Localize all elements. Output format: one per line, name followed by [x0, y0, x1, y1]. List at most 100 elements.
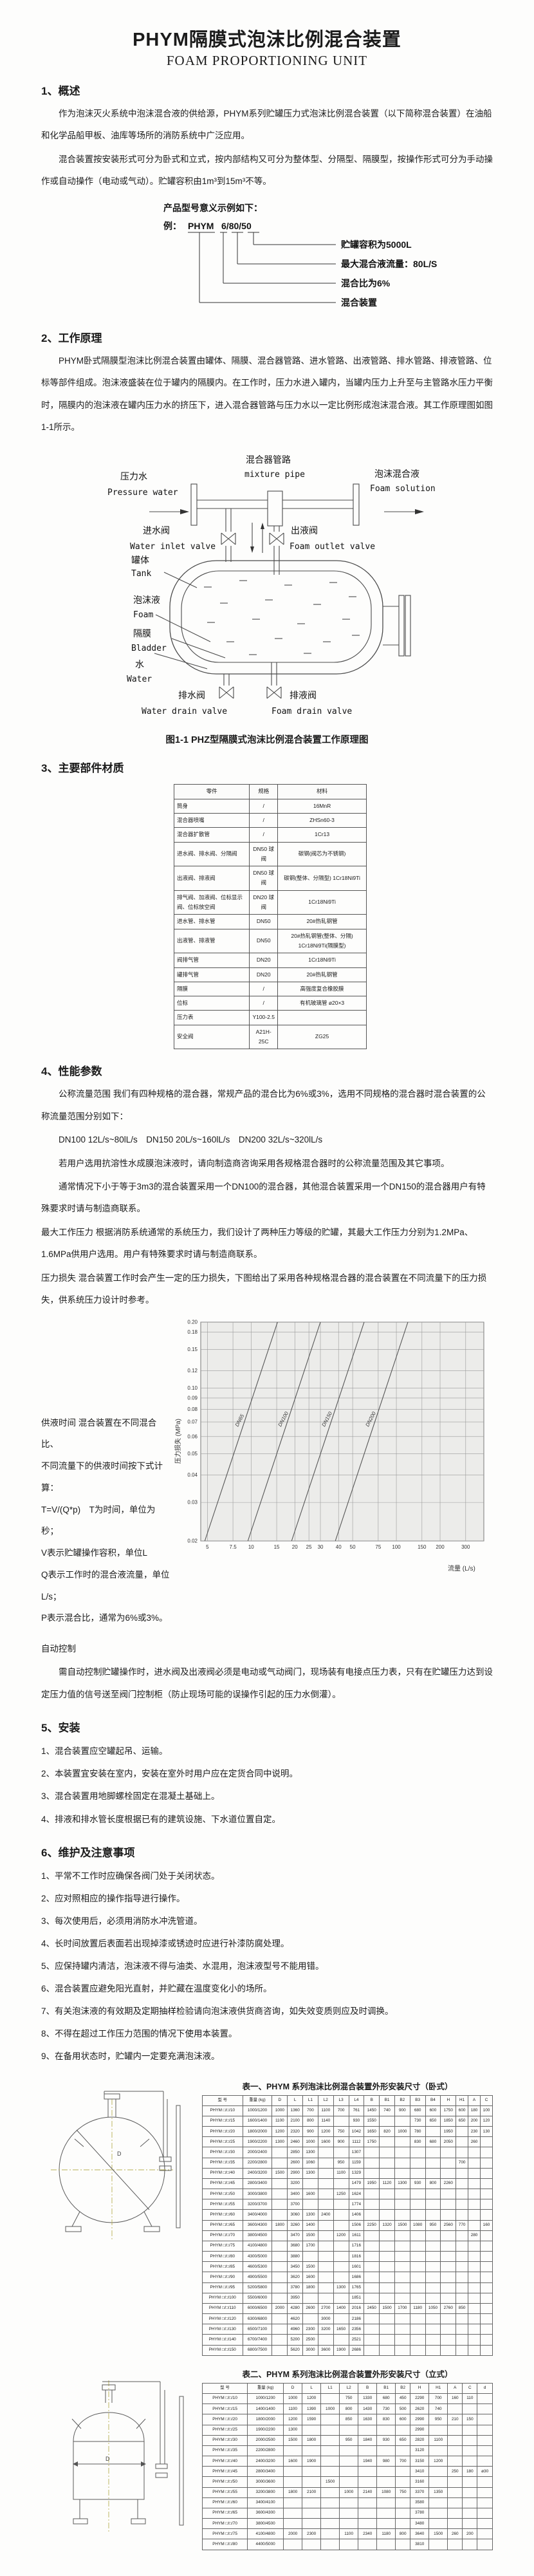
- table-row: PHYM □/□/80 4300/5000 3880 1816: [202, 2251, 493, 2263]
- column-header: B2: [394, 2095, 410, 2106]
- y-tick-label: 0.03: [187, 1499, 198, 1505]
- list-item: 8、不得在超过工作压力范围的情况下使用本装置。: [41, 2029, 237, 2039]
- column-header: D: [272, 2095, 288, 2106]
- table-row: PHYM □/□/70 3800/4500 3470 1500 1200 1611 280: [202, 2230, 493, 2241]
- table-2-wrap: 表二、PHYM 系列泡沫比例混合装置外形安装尺寸（立式） 型 号重量 (kg) D…: [201, 2367, 493, 2550]
- model-label-device: 混合装置: [341, 297, 377, 308]
- list-item: 5、应保持罐内清洁，泡沫液不得与油类、水混用，泡沫液型号不能用错。: [41, 1961, 324, 1972]
- horizontal-tank-drawing: D: [41, 2080, 202, 2244]
- list-item: 3、混合装置用地脚螺栓固定在混凝土基础上。: [41, 1791, 220, 1802]
- table-row: PHYM □/□/45 2800/3400 3200 1479 1950 1120 1300…: [202, 2178, 493, 2190]
- label-pressure-water-en: Pressure water: [107, 488, 178, 498]
- table-row: 隔膜 / 高强度复合橡胶膜: [173, 981, 367, 997]
- table-row: PHYM □/□/30 2000/2400 2850 1300 1307: [202, 2147, 493, 2158]
- label-foam-solution-cn: 泡沫混合液: [374, 469, 419, 479]
- series-line: [291, 1321, 365, 1541]
- table-row: PHYM □/□/95 5200/5800 3780 1800 1300 1765: [202, 2282, 493, 2293]
- table-row: PHYM □/□/65 3600/4300 3780: [201, 2507, 493, 2519]
- horizontal-tank-front-view: D: [51, 2091, 181, 2241]
- y-tick-label: 0.18: [187, 1329, 198, 1335]
- column-header: 型 号: [202, 2095, 243, 2106]
- label-mixture-pipe-en: mixture pipe: [244, 470, 305, 480]
- section-4-paragraph: 公称流量范围 我们有四种规格的混合器，常规产品的混合比为6%或3%，选用不同规格…: [41, 1089, 486, 1121]
- table-row: PHYM □/□/15 1600/1400 1100 2100 800 1140 930 15…: [202, 2115, 493, 2127]
- label-mixture-pipe-cn: 混合器管路: [246, 454, 291, 465]
- label-water-drain-en: Water drain valve: [142, 707, 227, 716]
- table-1-wrap: 表一、PHYM 系列泡沫比例混合装置外形安装尺寸（卧式） 型 号重量 (kg) D…: [202, 2080, 493, 2356]
- list-item: 3、每次使用后，必须用消防水冲洗管道。: [41, 1916, 203, 1926]
- table-row: 罐排气管 DN20 20#热轧钢管: [173, 967, 367, 982]
- label-bladder-cn: 隔膜: [133, 628, 151, 639]
- column-header: H: [440, 2095, 457, 2106]
- y-tick-label: 0.07: [187, 1419, 198, 1424]
- column-header: 型 号: [201, 2382, 248, 2394]
- label-pressure-water-cn: 压力水: [120, 471, 147, 481]
- list-item: P表示混合比，通常为6%或3%。: [41, 1613, 168, 1623]
- label-water-en: Water: [127, 675, 152, 684]
- auto-control-heading: 自动控制: [41, 1644, 76, 1654]
- series-line: [247, 1321, 321, 1541]
- table-row: 混合器扩散管/1Cr13: [173, 827, 367, 843]
- section-6-heading: 6、维护及注意事项: [41, 1846, 135, 1859]
- column-header: 重量 (kg): [242, 2095, 273, 2106]
- y-tick-label: 0.08: [187, 1406, 198, 1412]
- label-foam-en: Foam: [133, 610, 153, 620]
- section-4-heading: 4、性能参数: [41, 1065, 102, 1078]
- label-tank-cn: 罐体: [131, 555, 149, 565]
- column-header: B: [358, 2382, 378, 2394]
- y-tick-label: 0.02: [187, 1538, 198, 1544]
- section-3-heading: 3、主要部件材质: [41, 762, 124, 775]
- y-tick-label: 0.06: [187, 1433, 198, 1439]
- y-tick-label: 0.15: [187, 1347, 198, 1352]
- table-row: 出液管、排液管 DN50 20#热轧钢管(整体、分隔) 1Cr18Ni9Ti(隔膜型…: [173, 928, 367, 954]
- table-row: PHYM □/□/45 2800/3400 3410 250 180 ø30: [201, 2466, 493, 2478]
- table-1-caption: 表一、PHYM 系列泡沫比例混合装置外形安装尺寸（卧式）: [242, 2082, 453, 2091]
- pressure-loss-chart: 压力损失 (MPa) 流量 (L/s) 0.20 0.18 0.15 0.12 0.10…: [171, 1316, 493, 1630]
- x-tick-label: 50: [350, 1544, 356, 1550]
- y-tick-label: 0.09: [187, 1395, 198, 1401]
- label-water-drain-cn: 排水阀: [178, 690, 205, 700]
- column-header: L2: [317, 2095, 334, 2106]
- column-header: B: [364, 2095, 380, 2106]
- table-2-caption: 表二、PHYM 系列泡沫比例混合装置外形安装尺寸（立式）: [242, 2369, 453, 2379]
- section-5-heading: 5、安装: [41, 1722, 80, 1735]
- section-4-paragraph: 通常情况下小于等于3m3的混合装置采用一个DN100的混合器，其他混合装置采用一…: [41, 1182, 486, 1214]
- x-tick-label: 75: [375, 1544, 381, 1550]
- column-header: B2: [395, 2382, 411, 2394]
- auto-control-block: 自动控制 需自动控制贮罐操作时，进水阀及出液阀必须是电动或气动阀门，现场装有电接…: [41, 1638, 493, 1706]
- x-tick-label: 150: [418, 1544, 427, 1550]
- table-row: PHYM □/□/75 4100/4800 2000 2300 1100 2340 1180…: [201, 2528, 493, 2540]
- table-row: PHYM □/□/75 4100/4800 3680 1700 1716: [202, 2240, 493, 2252]
- column-header: H: [410, 2382, 430, 2394]
- section-1-paragraph: 混合装置按安装形式可分为卧式和立式，按内部结构又可分为整体型、分隔型、隔膜型，按…: [41, 154, 493, 187]
- supply-time-block: 供液时间 混合装置在不同混合比、 不同流量下的供液时间按下式计算： T=V/(Q*p…: [41, 1316, 171, 1630]
- performance-chart-row: 供液时间 混合装置在不同混合比、 不同流量下的供液时间按下式计算： T=V/(Q*p…: [41, 1316, 493, 1630]
- y-tick-label: 0.12: [187, 1367, 198, 1373]
- label-foam-solution-en: Foam solution: [370, 484, 436, 494]
- column-header: B1: [379, 2095, 395, 2106]
- table-row: 压力表 Y100-2.5: [173, 1010, 367, 1025]
- figure-1-1-caption: 图1-1 PHZ型隔膜式泡沫比例混合装置工作原理图: [165, 735, 369, 746]
- model-code-diagram: 产品型号意义示例如下： 例： PHYM 6/80/50 贮罐容积为5000L 最大混…: [163, 203, 437, 308]
- chart-xlabel: 流量 (L/s): [448, 1564, 475, 1573]
- page-title: PHYM隔膜式泡沫比例混合装置: [133, 30, 401, 50]
- column-header: L: [287, 2095, 304, 2106]
- model-label-ratio: 混合比为6%: [341, 278, 391, 288]
- column-header: 规格: [249, 784, 279, 799]
- list-item: 1、混合装置应空罐起吊、运输。: [41, 1746, 168, 1757]
- table-row: PHYM □/□/40 2400/3200 1600 1900 1940 980 700 31…: [201, 2456, 493, 2467]
- table-row: PHYM □/□/20 1800/2000 1200 2320 900 1200 750 10…: [202, 2126, 493, 2138]
- figure-1-1: 压力水 Pressure water 混合器管路 mixture pipe 泡沫…: [59, 449, 493, 729]
- label-bladder-en: Bladder: [131, 644, 167, 653]
- list-item: 不同流量下的供液时间按下式计算：: [41, 1461, 163, 1493]
- column-header: A: [468, 2095, 481, 2106]
- y-tick-label: 0.04: [187, 1472, 198, 1478]
- horizontal-dimensions-table: 型 号重量 (kg) D L L1 L2 L3 L4 B B1 B2 B3 B4 H H1 A C PHYM □…: [202, 2095, 493, 2356]
- column-header: L1: [320, 2382, 340, 2394]
- model-label-flow: 最大混合液流量：80L/S: [341, 259, 437, 269]
- table-row: PHYM □/□/110 6000/6500 2000 4280 2600 2700 140…: [202, 2302, 493, 2315]
- table-row: PHYM □/□/150 6800/7500 5620 3000 3600 1900 268…: [202, 2344, 493, 2356]
- label-water-inlet-valve-en: Water inlet valve: [130, 542, 216, 552]
